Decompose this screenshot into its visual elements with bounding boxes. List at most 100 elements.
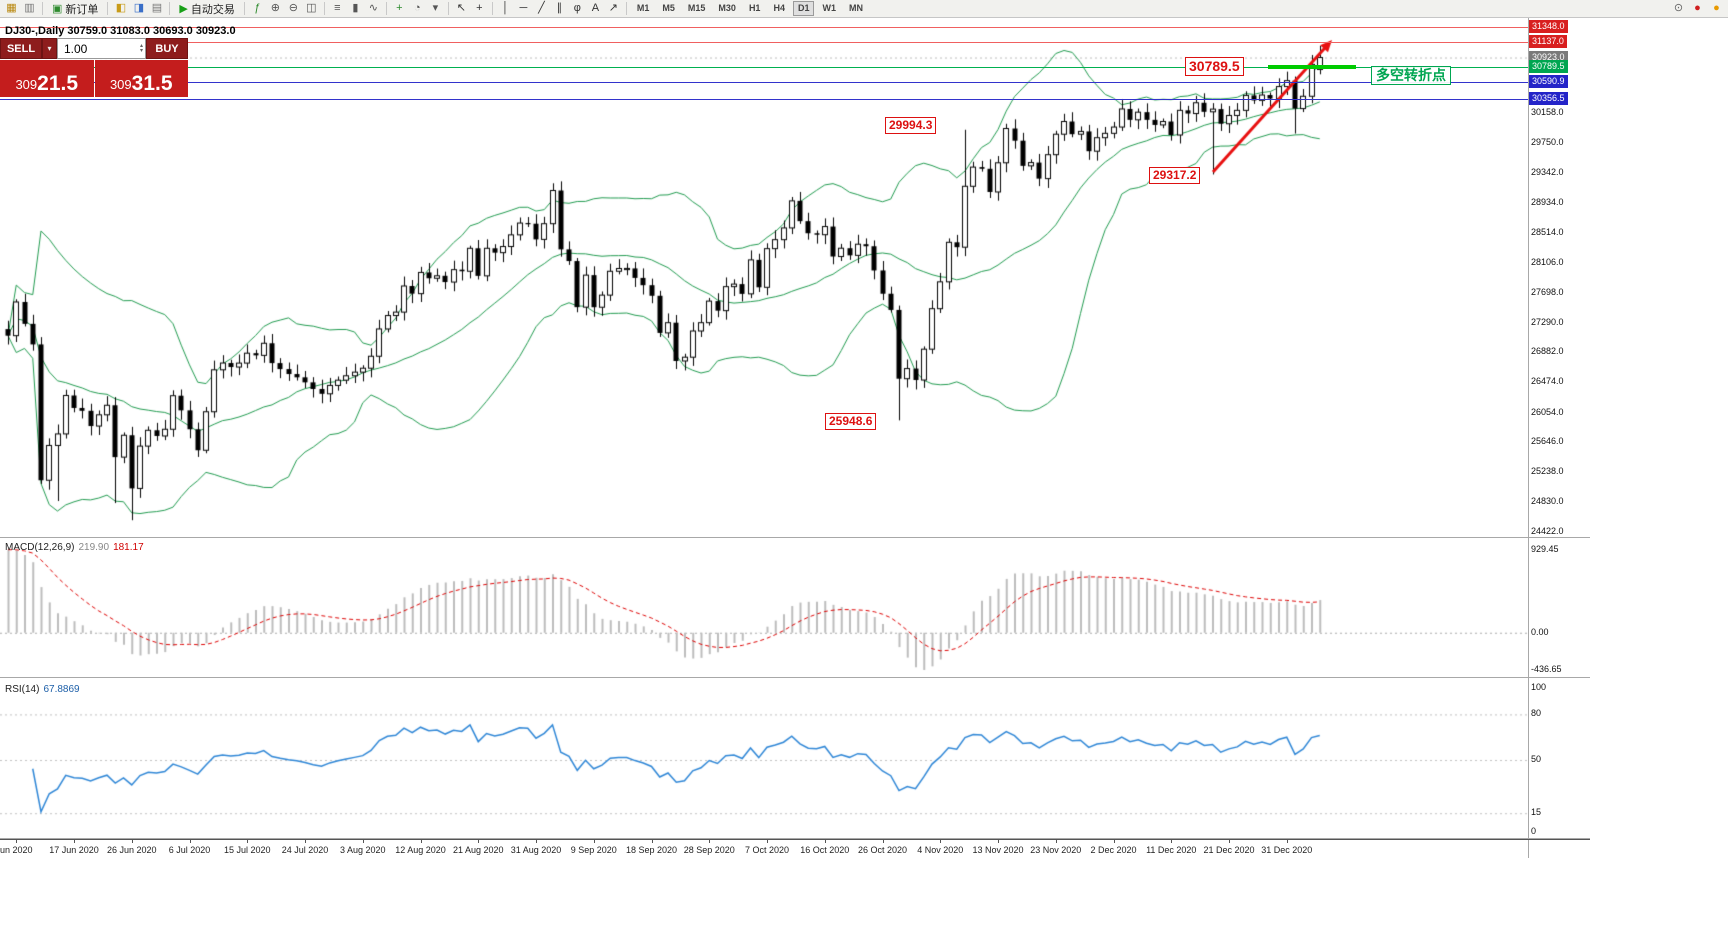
- spin-up-icon[interactable]: ▴: [139, 42, 143, 49]
- time-axis-tick: [825, 839, 826, 843]
- timeframe-h1-button[interactable]: H1: [748, 3, 761, 13]
- time-axis-tick: [305, 839, 306, 843]
- time-axis-label: 6 Jul 2020: [168, 845, 211, 855]
- time-axis-tick: [594, 839, 595, 843]
- vertical-line-icon[interactable]: │: [501, 2, 509, 14]
- price-axis-label: 24422.0: [1531, 525, 1564, 536]
- volume-stepper[interactable]: ▴ ▾: [139, 42, 143, 54]
- search-icon[interactable]: ⊙: [1673, 2, 1684, 14]
- candlestick-chart-icon[interactable]: ▮: [352, 2, 359, 14]
- text-icon[interactable]: A: [591, 2, 600, 14]
- time-axis-label: 28 Sep 2020: [683, 845, 735, 855]
- zoom-out-icon[interactable]: ⊖: [288, 2, 298, 14]
- time-axis-line: [0, 839, 1590, 840]
- new-order-button-label: 新订单: [65, 3, 99, 16]
- toolbar-separator: [243, 2, 245, 15]
- sell-price-display[interactable]: 309 21.5: [0, 60, 94, 97]
- buy-price-display[interactable]: 309 31.5: [94, 60, 188, 97]
- time-axis-label: 11 Dec 2020: [1146, 845, 1197, 855]
- buy-button[interactable]: BUY: [146, 38, 188, 59]
- time-axis-tick: [478, 839, 479, 843]
- price-axis-label: 27698.0: [1531, 286, 1564, 297]
- time-axis-tick: [1056, 839, 1057, 843]
- volume-input[interactable]: 1.00 ▴ ▾: [57, 38, 146, 59]
- zoom-in-icon[interactable]: ⊕: [270, 2, 280, 14]
- market-watch-icon[interactable]: ◧: [115, 2, 127, 14]
- timeframe-d1-button[interactable]: D1: [792, 1, 815, 16]
- autotrading-button-label: 自动交易: [190, 3, 235, 16]
- time-axis-label: 26 Oct 2020: [857, 845, 908, 855]
- cursor-icon[interactable]: ↖: [456, 2, 466, 14]
- crosshair-icon[interactable]: +: [476, 2, 483, 14]
- time-axis-tick: [421, 839, 422, 843]
- new-order-button[interactable]: ▣ 新订单: [47, 1, 103, 17]
- macd-axis-min: -436.65: [1531, 664, 1562, 674]
- horizontal-line-icon[interactable]: ─: [519, 2, 528, 14]
- panel-separator: [0, 537, 1590, 538]
- time-axis-tick: [1171, 839, 1172, 843]
- price-annotation-29317[interactable]: 29317.2: [1149, 167, 1201, 184]
- timeframe-m5-button[interactable]: M5: [662, 3, 675, 13]
- price-tag-30356.5: 30356.5: [1529, 91, 1568, 105]
- profiles-icon[interactable]: ▥: [24, 2, 35, 14]
- indicators-icon[interactable]: ƒ: [254, 2, 261, 14]
- price-tag-31137.0: 31137.0: [1529, 34, 1567, 48]
- rsi-axis-label: 15: [1531, 807, 1542, 818]
- toolbar-separator: [447, 2, 449, 15]
- alert-red-icon[interactable]: ●: [1694, 2, 1701, 14]
- time-axis-label: 26 Jun 2020: [106, 845, 157, 855]
- rsi-axis-label: 0: [1531, 826, 1537, 836]
- autotrading-button[interactable]: ▶ 自动交易: [174, 1, 239, 17]
- horizontal-level-line-31348[interactable]: [0, 27, 1528, 28]
- resistance-line-segment[interactable]: [1268, 65, 1356, 69]
- time-axis-label: 18 Sep 2020: [625, 845, 678, 855]
- price-annotation-30789[interactable]: 30789.5: [1185, 57, 1244, 76]
- fibonacci-icon[interactable]: φ: [573, 2, 581, 14]
- data-window-icon[interactable]: ◨: [133, 2, 145, 14]
- horizontal-level-line-30356.5[interactable]: [0, 99, 1528, 100]
- arrows-icon[interactable]: ↗: [608, 2, 618, 14]
- tile-windows-icon[interactable]: ◫: [306, 2, 317, 14]
- time-axis-tick: [247, 839, 248, 843]
- time-axis-tick: [74, 839, 75, 843]
- price-chart-canvas[interactable]: [0, 18, 1590, 860]
- new-chart-icon[interactable]: ▦: [6, 2, 17, 14]
- price-axis-label: 28934.0: [1531, 196, 1564, 207]
- spin-down-icon[interactable]: ▾: [139, 47, 143, 54]
- new-window-icon[interactable]: +: [396, 2, 403, 14]
- time-axis-tick: [1287, 839, 1288, 843]
- trade-options-button[interactable]: ▾: [42, 38, 57, 59]
- timeframe-m1-button[interactable]: M1: [636, 3, 650, 13]
- timeframe-m15-button[interactable]: M15: [687, 3, 706, 13]
- price-annotation-25948[interactable]: 25948.6: [825, 413, 877, 430]
- bar-chart-icon[interactable]: ≡: [334, 2, 341, 14]
- time-axis-label: un 2020: [0, 845, 33, 855]
- horizontal-level-line-30789.5[interactable]: [0, 67, 1528, 68]
- autotrading-play-icon: ▶: [179, 3, 188, 15]
- one-click-trading-panel: SELL ▾ 1.00 ▴ ▾ BUY 309 21.5 309 31.5: [0, 38, 188, 97]
- time-axis-label: 13 Nov 2020: [972, 845, 1024, 855]
- dropdown-icon[interactable]: ▾: [432, 2, 439, 14]
- macd-main-value: 219.90: [78, 542, 110, 553]
- timeframe-w1-button[interactable]: W1: [822, 3, 836, 13]
- rsi-axis-label: 50: [1531, 754, 1542, 764]
- turning-point-annotation[interactable]: 多空转折点: [1371, 66, 1451, 85]
- toolbar-separator: [385, 2, 387, 15]
- sell-button[interactable]: SELL: [0, 38, 42, 59]
- price-annotation-29994[interactable]: 29994.3: [885, 117, 937, 134]
- timeframe-h4-button[interactable]: H4: [773, 3, 785, 13]
- horizontal-level-line-30590.9[interactable]: [0, 82, 1528, 83]
- timeframe-mn-button[interactable]: MN: [848, 3, 863, 13]
- navigator-icon[interactable]: ▤: [151, 2, 163, 14]
- time-axis-tick: [767, 839, 768, 843]
- toolbar-separator: [491, 2, 493, 15]
- clock-icon[interactable]: ◔: [414, 2, 421, 14]
- toolbar: ▦ ▥ ▣ 新订单 ◧ ◨ ▤ ▶ 自动交易 ƒ ⊕ ⊖ ◫ ≡ ▮ ∿ + ◔ ▾ ↖ + │ ─ ╱ ∥ φ A ↗ M1 M5 M15…: [0, 0, 1728, 18]
- timeframe-m30-button[interactable]: M30: [718, 3, 736, 13]
- trendline-icon[interactable]: ╱: [538, 2, 545, 14]
- channel-icon[interactable]: ∥: [556, 2, 563, 14]
- alert-orange-icon[interactable]: ●: [1713, 2, 1720, 14]
- time-axis-tick: [940, 839, 941, 843]
- line-chart-icon[interactable]: ∿: [368, 2, 378, 14]
- horizontal-level-line-31137[interactable]: [0, 42, 1528, 43]
